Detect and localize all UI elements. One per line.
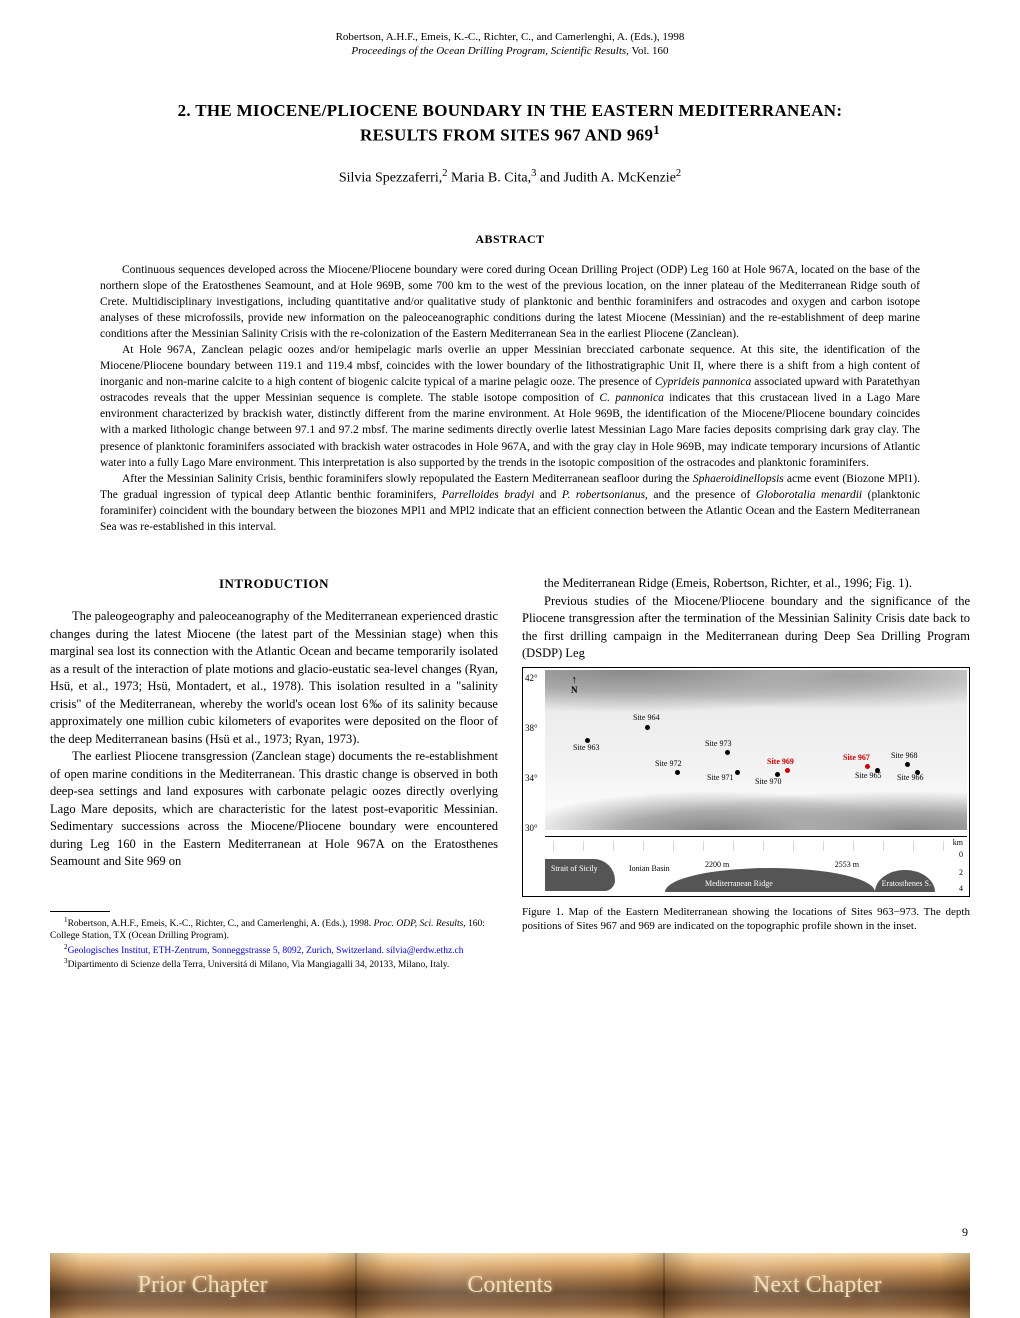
- site-972-dot: [675, 770, 680, 775]
- site-973-dot: [725, 750, 730, 755]
- footnote-rule: [50, 911, 110, 912]
- site-967-label: Site 967: [843, 754, 870, 762]
- inset-erat-label: Eratosthenes S.: [882, 878, 931, 889]
- author3-sup: 2: [676, 168, 681, 179]
- paper-title: 2. THE MIOCENE/PLIOCENE BOUNDARY IN THE …: [50, 99, 970, 148]
- header-line2a: Proceedings of the Ocean Drilling Progra…: [351, 45, 629, 57]
- site-968-dot: [905, 762, 910, 767]
- inset-2200-label: 2200 m: [705, 859, 729, 870]
- abstract-p1: Continuous sequences developed across th…: [100, 262, 920, 342]
- site-965-label: Site 965: [855, 772, 881, 780]
- author3: and Judith A. McKenzie: [540, 171, 676, 186]
- site-967-dot: [865, 764, 870, 769]
- site-963-label: Site 963: [573, 744, 599, 752]
- site-970-dot: [775, 772, 780, 777]
- ytick-38: 38°: [525, 722, 538, 735]
- inset-ridge-label: Mediterranean Ridge: [705, 878, 773, 889]
- map-land-south: [545, 780, 967, 830]
- site-971-label: Site 971: [707, 774, 733, 782]
- figure-1-caption: Figure 1. Map of the Eastern Mediterrane…: [522, 905, 970, 935]
- ytick-30: 30°: [525, 822, 538, 835]
- km-0: 0: [959, 849, 963, 860]
- footnote-2: 2Geologisches Institut, ETH-Zentrum, Son…: [50, 943, 498, 958]
- prev-chapter-button[interactable]: Prior Chapter: [50, 1253, 357, 1318]
- km-2: 2: [959, 867, 963, 878]
- page-number: 9: [962, 1225, 968, 1240]
- next-chapter-button[interactable]: Next Chapter: [665, 1253, 970, 1318]
- author2-sup: 3: [531, 168, 536, 179]
- page-header-refs: Robertson, A.H.F., Emeis, K.-C., Richter…: [50, 30, 970, 59]
- footnote-1: 1Robertson, A.H.F., Emeis, K.-C., Richte…: [50, 916, 498, 943]
- title-line1: 2. THE MIOCENE/PLIOCENE BOUNDARY IN THE …: [178, 101, 843, 120]
- col2-p1: the Mediterranean Ridge (Emeis, Robertso…: [522, 575, 970, 593]
- introduction-heading: INTRODUCTION: [50, 575, 498, 593]
- title-block: 2. THE MIOCENE/PLIOCENE BOUNDARY IN THE …: [50, 99, 970, 187]
- inset-2553-label: 2553 m: [835, 859, 859, 870]
- inset-topo: Strait of Sicily Ionian Basin 2200 m Med…: [545, 849, 945, 894]
- footnotes: 1Robertson, A.H.F., Emeis, K.-C., Richte…: [50, 911, 498, 972]
- title-line2: RESULTS FROM SITES 967 AND 969: [360, 126, 653, 145]
- ytick-34: 34°: [525, 772, 538, 785]
- km-label: km: [953, 837, 963, 848]
- author2: Maria B. Cita,: [451, 171, 531, 186]
- site-966-label: Site 966: [897, 774, 923, 782]
- intro-p2: The earliest Pliocene transgression (Zan…: [50, 748, 498, 871]
- site-964-label: Site 964: [633, 714, 659, 722]
- km-4: 4: [959, 883, 963, 894]
- abstract-p2: At Hole 967A, Zanclean pelagic oozes and…: [100, 342, 920, 471]
- right-column: the Mediterranean Ridge (Emeis, Robertso…: [522, 575, 970, 972]
- north-arrow-icon: N: [571, 676, 578, 697]
- site-964-dot: [645, 725, 650, 730]
- abstract-body: Continuous sequences developed across th…: [50, 262, 970, 536]
- abstract-p3: After the Messinian Salinity Crisis, ben…: [100, 471, 920, 535]
- site-971-dot: [735, 770, 740, 775]
- authors-line: Silvia Spezzaferri,2 Maria B. Cita,3 and…: [50, 168, 970, 187]
- site-969-dot: [785, 768, 790, 773]
- header-line1: Robertson, A.H.F., Emeis, K.-C., Richter…: [336, 31, 685, 43]
- author1: Silvia Spezzaferri,: [339, 171, 442, 186]
- left-column: INTRODUCTION The paleogeography and pale…: [50, 575, 498, 972]
- site-963-dot: [585, 738, 590, 743]
- col2-p2: Previous studies of the Miocene/Pliocene…: [522, 593, 970, 663]
- header-line2b: Vol. 160: [629, 45, 669, 57]
- author1-sup: 2: [442, 168, 447, 179]
- footnote-3: 3Dipartimento di Scienze della Terra, Un…: [50, 957, 498, 972]
- intro-p1: The paleogeography and paleoceanography …: [50, 608, 498, 748]
- map-land-north: [545, 670, 967, 720]
- site-972-label: Site 972: [655, 760, 681, 768]
- site-973-label: Site 973: [705, 740, 731, 748]
- inset-ionian-label: Ionian Basin: [629, 863, 670, 874]
- inset-strait-label: Strait of Sicily: [551, 863, 598, 874]
- inset-km-scale: km 0 2 4: [947, 839, 965, 892]
- site-968-label: Site 968: [891, 752, 917, 760]
- contents-button[interactable]: Contents: [357, 1253, 664, 1318]
- figure-1-map: 42° 38° 34° 30° 12°E 16° 20° 24° 28° 32°…: [522, 667, 970, 897]
- site-969-label: Site 969: [767, 758, 794, 766]
- title-sup: 1: [653, 123, 660, 137]
- site-970-label: Site 970: [755, 778, 781, 786]
- inset-profile-panel: Strait of Sicily Ionian Basin 2200 m Med…: [545, 836, 967, 894]
- ytick-42: 42°: [525, 672, 538, 685]
- nav-bar: Prior Chapter Contents Next Chapter: [50, 1253, 970, 1318]
- two-column-layout: INTRODUCTION The paleogeography and pale…: [50, 575, 970, 972]
- map-panel: N Site 963 Site 964 Site 973 Site 972 Si…: [545, 670, 967, 830]
- abstract-heading: ABSTRACT: [50, 232, 970, 247]
